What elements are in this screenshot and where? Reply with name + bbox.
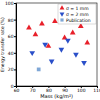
tick: 60 [14,86,20,93]
tick-label: 60 [14,88,20,93]
legend: σ = 1 mmσ = 2 mmPublication [58,4,96,24]
tick-mark [14,20,16,21]
point [59,48,65,53]
point [70,30,76,35]
tick-label: 100 [77,88,86,93]
tick-mark [14,53,16,54]
tick: 60 [8,34,16,39]
tick-label: 20 [8,67,14,72]
point [39,20,45,25]
x-axis-title: Mass (kg/m²) [40,93,73,100]
point [29,51,35,56]
point [81,61,87,66]
y-axis-title: Energy transfer rate (%) [0,17,5,72]
point [84,40,90,45]
tick-label: 100 [5,1,14,6]
tick: 70 [30,86,36,93]
tick-mark [14,36,16,37]
tick-label: 0 [11,84,14,89]
tick: 20 [8,67,16,72]
points [26,18,90,71]
point [37,68,41,72]
tick-mark [14,3,16,4]
tick-label: 40 [8,51,14,56]
legend-box [58,4,96,24]
point [65,39,71,44]
legend-label: Publication [66,18,91,23]
legend-marker [60,18,63,21]
tick: 100 [77,86,86,93]
chart: 60708090100110020406080100σ = 1 mmσ = 2 … [0,0,100,100]
tick-label: 110 [93,88,100,93]
point [49,59,55,64]
y-axis: 0 20 40 60 80 100 [5,1,17,89]
tick-label: 70 [30,88,36,93]
point [73,53,79,58]
legend-marker [60,13,65,17]
point [42,43,48,48]
plot-frame [16,3,97,86]
point [52,18,58,23]
legend-marker [60,5,65,9]
tick-mark [14,86,16,87]
point [26,25,32,30]
legend-label: σ = 2 mm [66,12,89,17]
point [33,31,39,36]
legend-label: σ = 1 mm [66,6,89,11]
tick: 100 [5,1,16,6]
tick: 40 [8,51,16,56]
tick: 0 [11,84,16,89]
tick-mark [14,69,16,70]
axis-line [14,4,17,87]
plot: 60708090100110020406080100σ = 1 mmσ = 2 … [5,1,100,93]
tick-label: 80 [8,18,14,23]
tick-label: 60 [8,34,14,39]
tick: 110 [93,86,100,93]
tick: 80 [8,18,16,23]
